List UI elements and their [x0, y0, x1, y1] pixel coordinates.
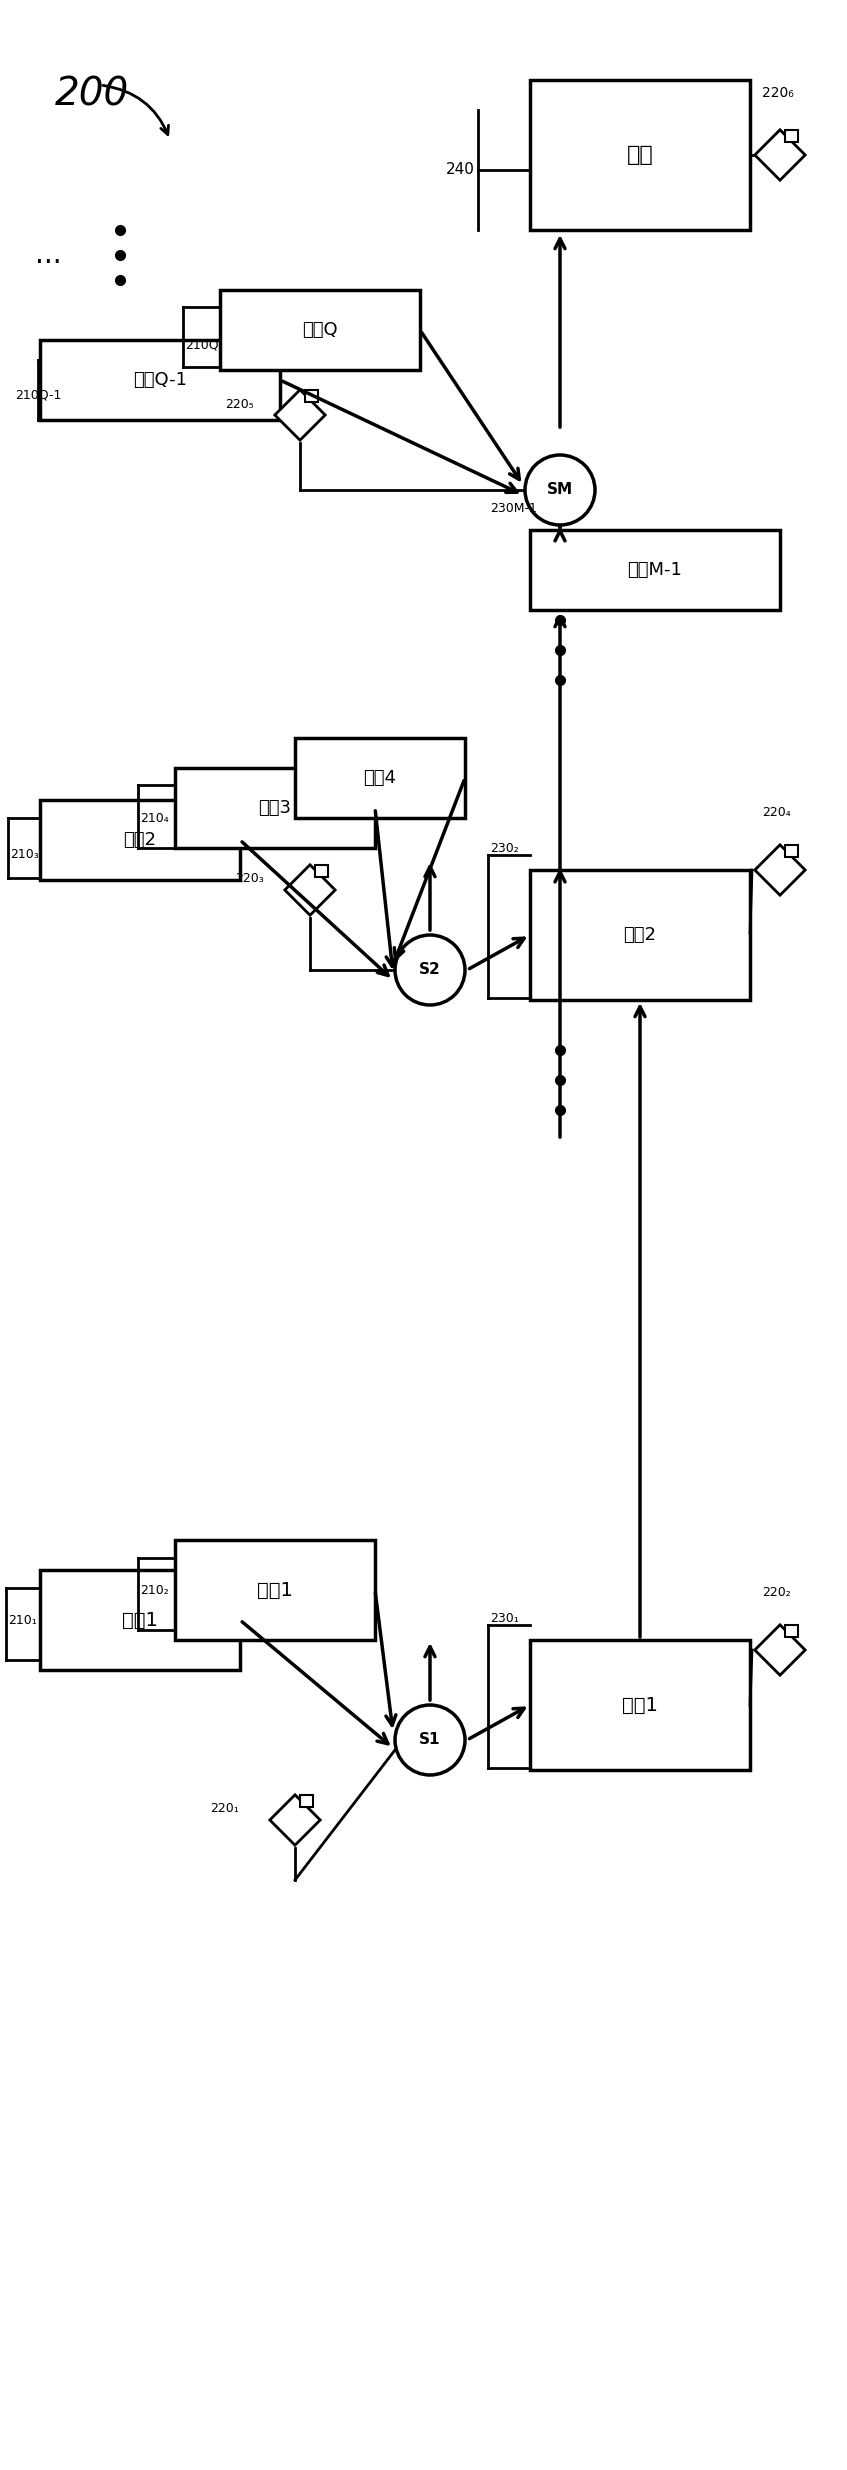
Text: 230₂: 230₂	[490, 842, 518, 855]
Text: 210Q: 210Q	[185, 338, 219, 351]
Text: 210₁: 210₁	[8, 1613, 36, 1628]
Circle shape	[395, 936, 465, 1005]
Circle shape	[525, 454, 595, 526]
Bar	[305, 390, 318, 403]
Bar	[785, 1625, 798, 1638]
Text: ...: ...	[35, 242, 62, 269]
Text: 部件3: 部件3	[258, 798, 291, 818]
Text: 210₄: 210₄	[140, 813, 169, 825]
Polygon shape	[755, 1625, 805, 1675]
Text: 210₂: 210₂	[140, 1583, 169, 1596]
Polygon shape	[755, 845, 805, 894]
Text: S1: S1	[419, 1731, 440, 1746]
Bar	[40, 800, 240, 879]
Bar	[530, 1640, 750, 1771]
Polygon shape	[274, 390, 325, 440]
Text: 部件2: 部件2	[124, 830, 157, 850]
Text: 部件1: 部件1	[257, 1581, 293, 1601]
Text: 220₆: 220₆	[762, 86, 794, 99]
Text: 210Q-1: 210Q-1	[15, 388, 61, 403]
Bar	[530, 79, 750, 230]
Text: 部件1: 部件1	[122, 1610, 158, 1630]
Text: 组件2: 组件2	[623, 926, 656, 944]
Bar	[175, 768, 375, 847]
Polygon shape	[755, 131, 805, 180]
Text: 部件4: 部件4	[363, 768, 396, 788]
FancyArrowPatch shape	[102, 86, 169, 133]
Text: 成品: 成品	[627, 146, 653, 165]
Bar	[295, 739, 465, 818]
Polygon shape	[270, 1796, 320, 1845]
Text: 200: 200	[55, 74, 130, 114]
Text: 220₅: 220₅	[225, 398, 254, 412]
Bar	[220, 289, 420, 370]
Bar	[530, 869, 750, 1000]
Text: 部件Q-1: 部件Q-1	[133, 370, 187, 388]
Bar	[315, 864, 328, 877]
Bar	[785, 131, 798, 143]
Text: 210₃: 210₃	[10, 850, 39, 862]
Text: 220₂: 220₂	[762, 1586, 791, 1598]
Text: 部件Q: 部件Q	[302, 321, 338, 338]
Text: SM: SM	[547, 482, 573, 496]
Text: 220₁: 220₁	[210, 1801, 239, 1815]
Bar	[300, 1796, 313, 1808]
Bar	[530, 531, 780, 610]
Bar	[785, 845, 798, 857]
Text: S2: S2	[419, 963, 441, 978]
Text: 230M-1: 230M-1	[490, 501, 537, 514]
Text: 240: 240	[446, 163, 475, 178]
Bar	[175, 1539, 375, 1640]
Bar	[40, 1571, 240, 1670]
Text: 220₄: 220₄	[762, 808, 791, 820]
Polygon shape	[285, 864, 335, 916]
Bar	[40, 341, 280, 420]
Text: 220₃: 220₃	[235, 872, 263, 884]
Text: 组件M-1: 组件M-1	[628, 561, 683, 578]
Text: 230₁: 230₁	[490, 1610, 518, 1625]
Circle shape	[395, 1704, 465, 1776]
Text: 组件1: 组件1	[622, 1694, 658, 1714]
